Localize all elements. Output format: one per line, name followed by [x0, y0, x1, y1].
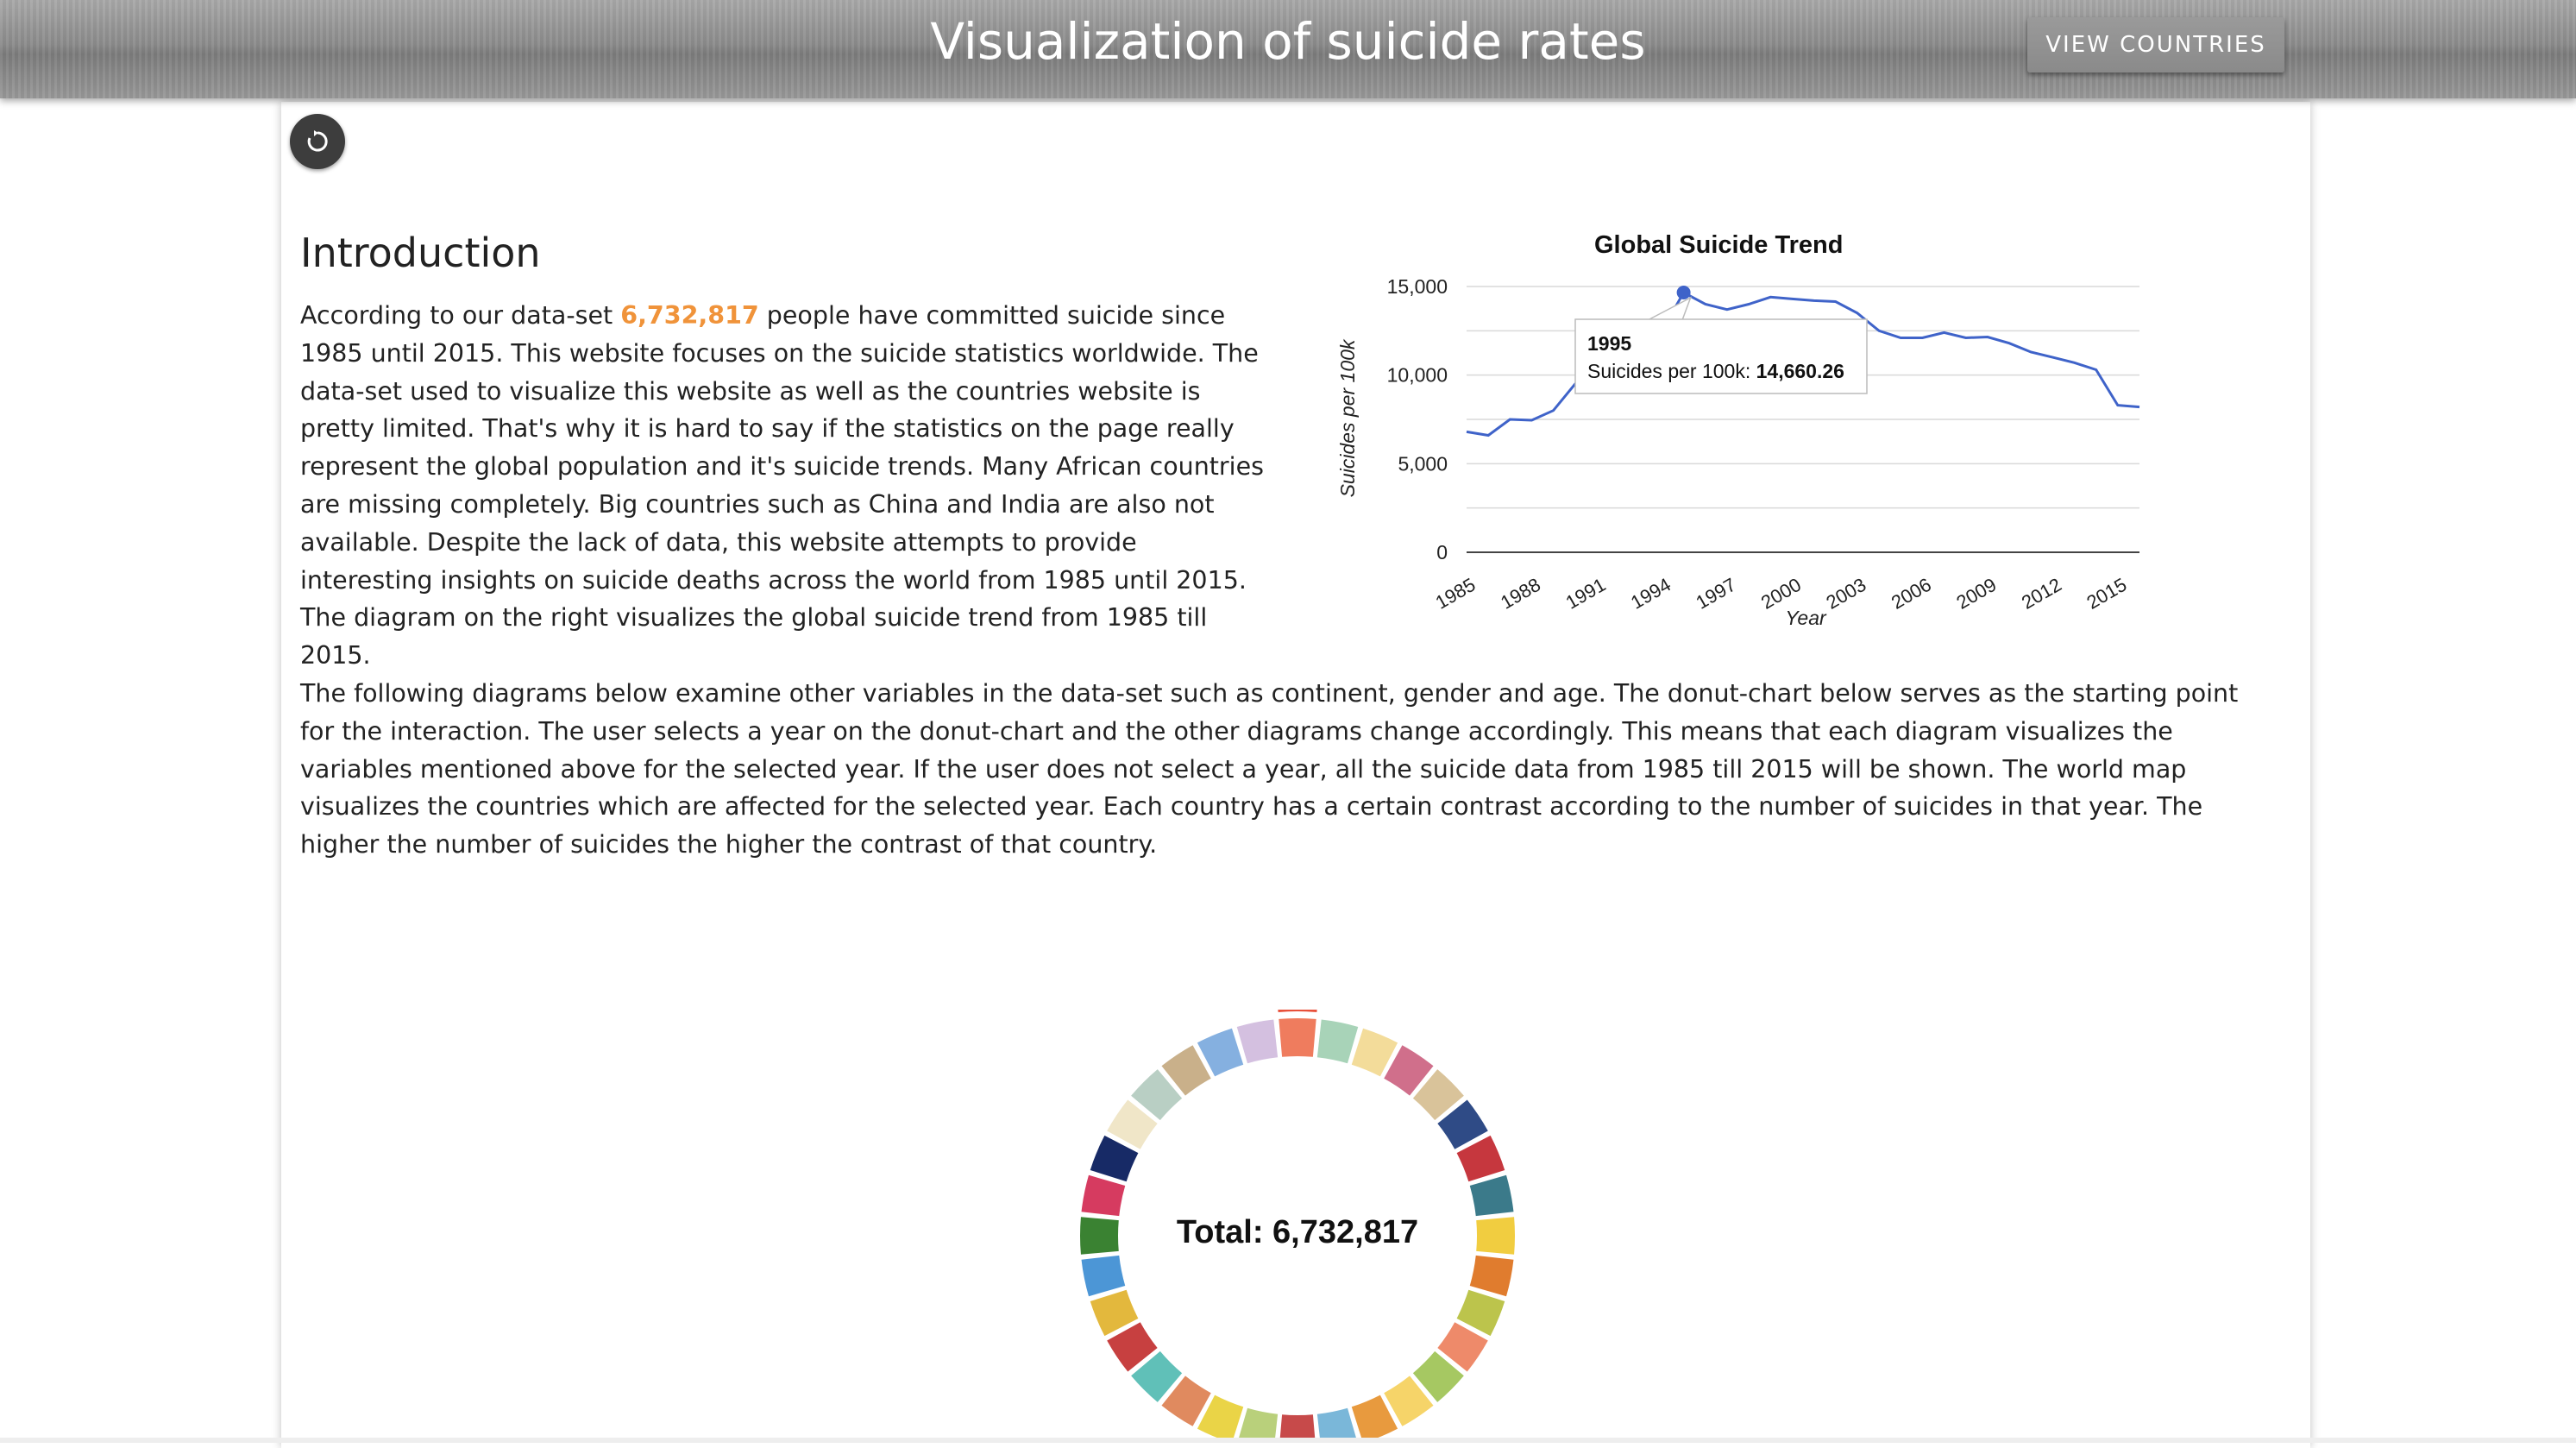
x-tick-label: 1997: [1693, 574, 1740, 614]
global-trend-chart: Global Suicide Trend 0 5,000 10,000 15,000 …: [1320, 216, 2165, 630]
year-donut-chart: Total: 6,732,817: [1070, 1008, 1518, 1448]
donut-segment[interactable]: [1161, 1376, 1211, 1426]
donut-segment[interactable]: [1412, 1350, 1464, 1402]
donut-segment[interactable]: [1161, 1045, 1211, 1096]
donut-segment[interactable]: [1081, 1255, 1126, 1297]
y-tick-label: 15,000: [1387, 275, 1448, 298]
x-axis-label: Year: [1785, 607, 1827, 629]
reset-icon: [307, 130, 328, 152]
x-tick-label: 2012: [2018, 574, 2065, 614]
y-tick-label: 0: [1436, 541, 1448, 563]
intro-heading: Introduction: [300, 230, 541, 276]
y-axis-label: Suicides per 100k: [1336, 338, 1359, 497]
donut-segment[interactable]: [1351, 1394, 1398, 1444]
donut-segment[interactable]: [1437, 1322, 1488, 1372]
donut-segment[interactable]: [1412, 1069, 1464, 1121]
x-tick-label: 1994: [1627, 574, 1674, 614]
donut-segment[interactable]: [1197, 1394, 1244, 1444]
y-axis-ticks: 0 5,000 10,000 15,000: [1387, 275, 1448, 563]
donut-segment[interactable]: [1456, 1135, 1505, 1182]
x-axis-ticks: 1985 1988 1991 1994 1997 2000 2003 2006 2009 2012…: [1432, 574, 2131, 614]
donut-segment[interactable]: [1469, 1255, 1514, 1297]
donut-segment[interactable]: [1236, 1019, 1279, 1064]
donut-segment[interactable]: [1384, 1376, 1434, 1426]
donut-segment[interactable]: [1384, 1045, 1434, 1096]
x-tick-label: 2006: [1888, 574, 1935, 614]
tooltip-pointer: [1647, 296, 1692, 321]
view-countries-button[interactable]: VIEW COUNTRIES: [2027, 17, 2284, 72]
x-tick-label: 1991: [1562, 574, 1610, 614]
site-title: Visualization of suicide rates: [930, 12, 1646, 71]
donut-svg: Total: 6,732,817: [1080, 1008, 1515, 1448]
donut-segment[interactable]: [1476, 1217, 1515, 1255]
donut-total-label: Total: 6,732,817: [1177, 1214, 1418, 1250]
line-chart-svg: Global Suicide Trend 05,00010,00015,000 …: [1336, 231, 2140, 629]
top-header: Visualization of suicide rates VIEW COUN…: [0, 0, 2576, 98]
x-tick-label: 2015: [2083, 574, 2130, 614]
reset-button[interactable]: [290, 114, 345, 169]
donut-segment[interactable]: [1437, 1099, 1488, 1149]
donut-segment[interactable]: [1351, 1028, 1398, 1077]
donut-segment[interactable]: [1090, 1289, 1139, 1337]
content-card: [281, 102, 2310, 1448]
tooltip-year: 1995: [1587, 332, 1631, 355]
donut-segment[interactable]: [1090, 1135, 1139, 1182]
donut-segment[interactable]: [1197, 1028, 1244, 1077]
tooltip-number: 14,660.26: [1756, 360, 1844, 382]
tooltip-value: Suicides per 100k: 14,660.26: [1587, 360, 1844, 382]
donut-segment[interactable]: [1279, 1018, 1316, 1057]
donut-segment[interactable]: [1080, 1217, 1119, 1255]
y-tick-label: 5,000: [1398, 452, 1448, 475]
description-paragraph: The following diagrams below examine oth…: [300, 679, 2239, 859]
x-tick-label: 2003: [1823, 574, 1870, 614]
intro-text-rest: people have committed suicide since 1985…: [300, 301, 1264, 595]
chart-title: Global Suicide Trend: [1594, 231, 1843, 259]
donut-segment[interactable]: [1107, 1099, 1158, 1149]
x-tick-label: 1988: [1497, 574, 1544, 614]
y-tick-label: 10,000: [1387, 364, 1448, 387]
donut-segment[interactable]: [1316, 1019, 1359, 1064]
total-suicides-highlight: 6,732,817: [620, 301, 759, 330]
donut-segment[interactable]: [1131, 1069, 1183, 1121]
highlighted-point[interactable]: [1676, 285, 1691, 299]
x-tick-label: 2009: [1952, 574, 2000, 614]
donut-segment[interactable]: [1131, 1350, 1183, 1402]
x-tick-label: 1985: [1432, 574, 1480, 614]
tooltip-label: Suicides per 100k:: [1587, 360, 1756, 382]
intro-text-start: According to our data-set: [300, 301, 621, 330]
donut-segment[interactable]: [1456, 1289, 1505, 1337]
donut-segment[interactable]: [1469, 1174, 1514, 1217]
chart-tooltip: 1995 Suicides per 100k: 14,660.26: [1574, 296, 1868, 394]
intro-paragraph: According to our data-set 6,732,817 peop…: [300, 297, 1275, 675]
page-bottom-edge: [0, 1438, 2576, 1443]
donut-segment[interactable]: [1081, 1174, 1126, 1217]
tooltip-box: [1574, 318, 1868, 394]
donut-segment[interactable]: [1107, 1322, 1158, 1372]
intro-diagram-note: The diagram on the right visualizes the …: [300, 603, 1208, 670]
